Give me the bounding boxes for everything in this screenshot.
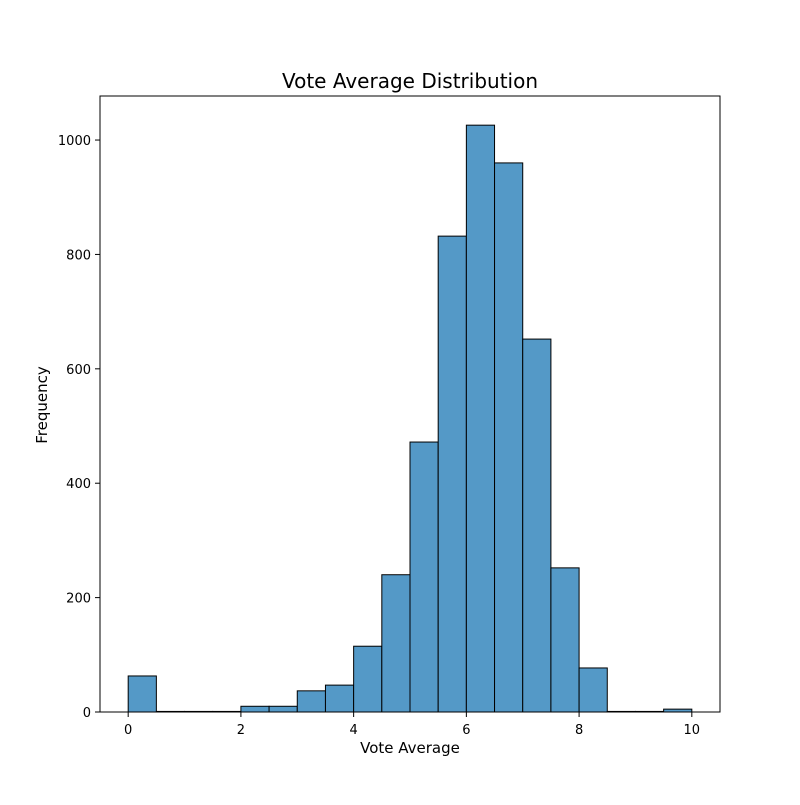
histogram-bar-7 [324, 684, 355, 713]
chart-title: Vote Average Distribution [282, 69, 538, 93]
histogram-bar-4 [240, 705, 270, 713]
histogram-bar-12 [465, 124, 496, 713]
x-tick-label-0: 0 [124, 723, 132, 738]
histogram-bar-16 [578, 667, 608, 713]
histogram-bar-9 [381, 574, 411, 713]
histogram-bar-14 [522, 338, 552, 713]
y-tick-label-2: 400 [66, 477, 91, 492]
histogram-bar-10 [409, 441, 439, 713]
histogram-bar-11 [437, 235, 467, 713]
y-axis-ticks: 0 200 400 600 800 1000 [58, 134, 100, 721]
histogram-bar-13 [494, 162, 524, 713]
y-tick-label-0: 0 [83, 706, 91, 721]
x-axis-ticks: 0 2 4 6 8 10 [124, 712, 700, 738]
x-tick-label-4: 8 [575, 723, 583, 738]
histogram-bar-6 [296, 690, 326, 713]
y-tick-label-5: 1000 [58, 134, 91, 149]
y-tick-label-1: 200 [66, 592, 91, 607]
x-tick-label-2: 4 [349, 723, 357, 738]
y-axis-label: Frequency [33, 366, 51, 444]
histogram-bar-0 [127, 675, 157, 713]
histogram-bar-15 [550, 567, 580, 713]
x-tick-label-1: 2 [237, 723, 245, 738]
plot-frame [99, 95, 721, 713]
histogram-bar-8 [353, 645, 383, 713]
x-axis-label: Vote Average [360, 739, 460, 757]
bars-group [127, 124, 693, 713]
y-tick-label-3: 600 [66, 363, 91, 378]
x-tick-label-3: 6 [462, 723, 470, 738]
histogram-bar-5 [268, 705, 298, 713]
y-tick-label-4: 800 [66, 248, 91, 263]
x-tick-label-5: 10 [684, 723, 701, 738]
